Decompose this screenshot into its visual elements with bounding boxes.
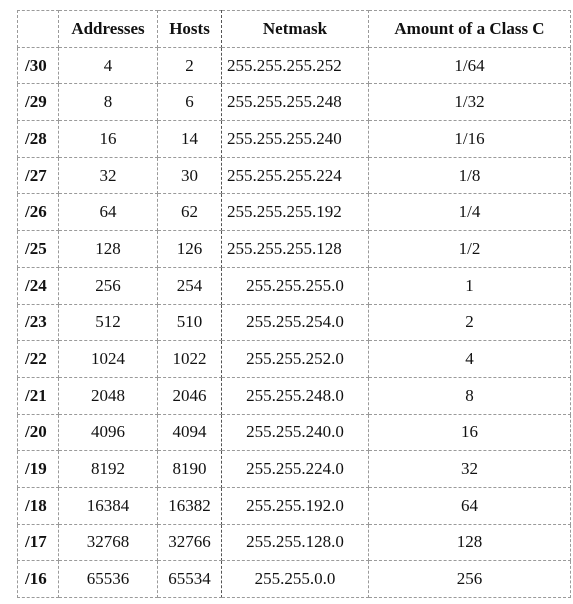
netmask-cell: 255.255.255.248 [221, 83, 369, 122]
netmask-cell: 255.255.240.0 [221, 413, 369, 452]
prefix-cell: /26 [17, 193, 59, 232]
addresses-cell: 8192 [58, 450, 158, 488]
prefix-cell: /17 [17, 523, 59, 562]
table-row: /22 1024 1022 255.255.252.0 4 [17, 340, 571, 378]
addresses-cell: 4096 [58, 413, 158, 452]
hosts-cell: 65534 [157, 560, 222, 598]
header-hosts: Hosts [157, 10, 222, 48]
addresses-cell: 8 [58, 83, 158, 122]
header-row: Addresses Hosts Netmask Amount of a Clas… [17, 10, 571, 48]
hosts-cell: 2 [157, 46, 222, 85]
table-row: /18 16384 16382 255.255.192.0 64 [17, 486, 571, 525]
addresses-cell: 1024 [58, 340, 158, 378]
class-c-cell: 4 [368, 340, 571, 378]
prefix-cell: /27 [17, 156, 59, 195]
netmask-cell: 255.255.255.128 [221, 230, 369, 268]
addresses-cell: 32 [58, 156, 158, 195]
hosts-cell: 126 [157, 230, 222, 268]
hosts-cell: 510 [157, 303, 222, 342]
table-row: /25 128 126 255.255.255.128 1/2 [17, 230, 571, 268]
class-c-cell: 256 [368, 560, 571, 598]
table-row: /23 512 510 255.255.254.0 2 [17, 303, 571, 342]
prefix-cell: /25 [17, 230, 59, 268]
addresses-cell: 64 [58, 193, 158, 232]
class-c-cell: 64 [368, 486, 571, 525]
header-prefix [17, 10, 59, 48]
prefix-cell: /30 [17, 46, 59, 85]
class-c-cell: 1/2 [368, 230, 571, 268]
table-row: /17 32768 32766 255.255.128.0 128 [17, 523, 571, 562]
table-row: /29 8 6 255.255.255.248 1/32 [17, 83, 571, 122]
table-row: /21 2048 2046 255.255.248.0 8 [17, 376, 571, 415]
netmask-cell: 255.255.224.0 [221, 450, 369, 488]
class-c-cell: 128 [368, 523, 571, 562]
table-row: /24 256 254 255.255.255.0 1 [17, 266, 571, 305]
table-header: Addresses Hosts Netmask Amount of a Clas… [17, 10, 571, 48]
hosts-cell: 8190 [157, 450, 222, 488]
table-row: /30 4 2 255.255.255.252 1/64 [17, 46, 571, 85]
netmask-cell: 255.255.248.0 [221, 376, 369, 415]
class-c-cell: 1/16 [368, 120, 571, 158]
addresses-cell: 128 [58, 230, 158, 268]
prefix-cell: /22 [17, 340, 59, 378]
class-c-cell: 2 [368, 303, 571, 342]
header-netmask: Netmask [221, 10, 369, 48]
class-c-cell: 16 [368, 413, 571, 452]
prefix-cell: /19 [17, 450, 59, 488]
addresses-cell: 4 [58, 46, 158, 85]
table-row: /27 32 30 255.255.255.224 1/8 [17, 156, 571, 195]
class-c-cell: 1/8 [368, 156, 571, 195]
netmask-cell: 255.255.255.252 [221, 46, 369, 85]
prefix-cell: /24 [17, 266, 59, 305]
table-row: /28 16 14 255.255.255.240 1/16 [17, 120, 571, 158]
prefix-cell: /29 [17, 83, 59, 122]
prefix-cell: /18 [17, 486, 59, 525]
prefix-cell: /28 [17, 120, 59, 158]
netmask-cell: 255.255.128.0 [221, 523, 369, 562]
netmask-cell: 255.255.254.0 [221, 303, 369, 342]
hosts-cell: 16382 [157, 486, 222, 525]
netmask-cell: 255.255.192.0 [221, 486, 369, 525]
hosts-cell: 2046 [157, 376, 222, 415]
netmask-cell: 255.255.255.192 [221, 193, 369, 232]
netmask-cell: 255.255.255.224 [221, 156, 369, 195]
class-c-cell: 32 [368, 450, 571, 488]
header-addresses: Addresses [58, 10, 158, 48]
table-body: /30 4 2 255.255.255.252 1/64 /29 8 6 255… [17, 46, 571, 598]
hosts-cell: 32766 [157, 523, 222, 562]
addresses-cell: 32768 [58, 523, 158, 562]
class-c-cell: 1/32 [368, 83, 571, 122]
addresses-cell: 16384 [58, 486, 158, 525]
hosts-cell: 62 [157, 193, 222, 232]
class-c-cell: 8 [368, 376, 571, 415]
subnet-table: Addresses Hosts Netmask Amount of a Clas… [17, 10, 571, 598]
addresses-cell: 16 [58, 120, 158, 158]
hosts-cell: 1022 [157, 340, 222, 378]
hosts-cell: 6 [157, 83, 222, 122]
prefix-cell: /21 [17, 376, 59, 415]
netmask-cell: 255.255.255.0 [221, 266, 369, 305]
prefix-cell: /23 [17, 303, 59, 342]
addresses-cell: 256 [58, 266, 158, 305]
table-row: /20 4096 4094 255.255.240.0 16 [17, 413, 571, 452]
class-c-cell: 1/64 [368, 46, 571, 85]
netmask-cell: 255.255.252.0 [221, 340, 369, 378]
class-c-cell: 1 [368, 266, 571, 305]
prefix-cell: /20 [17, 413, 59, 452]
hosts-cell: 30 [157, 156, 222, 195]
table-row: /19 8192 8190 255.255.224.0 32 [17, 450, 571, 488]
hosts-cell: 14 [157, 120, 222, 158]
hosts-cell: 254 [157, 266, 222, 305]
netmask-cell: 255.255.255.240 [221, 120, 369, 158]
addresses-cell: 2048 [58, 376, 158, 415]
prefix-cell: /16 [17, 560, 59, 598]
addresses-cell: 512 [58, 303, 158, 342]
addresses-cell: 65536 [58, 560, 158, 598]
table-row: /26 64 62 255.255.255.192 1/4 [17, 193, 571, 232]
hosts-cell: 4094 [157, 413, 222, 452]
header-class-c: Amount of a Class C [368, 10, 571, 48]
table-row: /16 65536 65534 255.255.0.0 256 [17, 560, 571, 598]
class-c-cell: 1/4 [368, 193, 571, 232]
netmask-cell: 255.255.0.0 [221, 560, 369, 598]
